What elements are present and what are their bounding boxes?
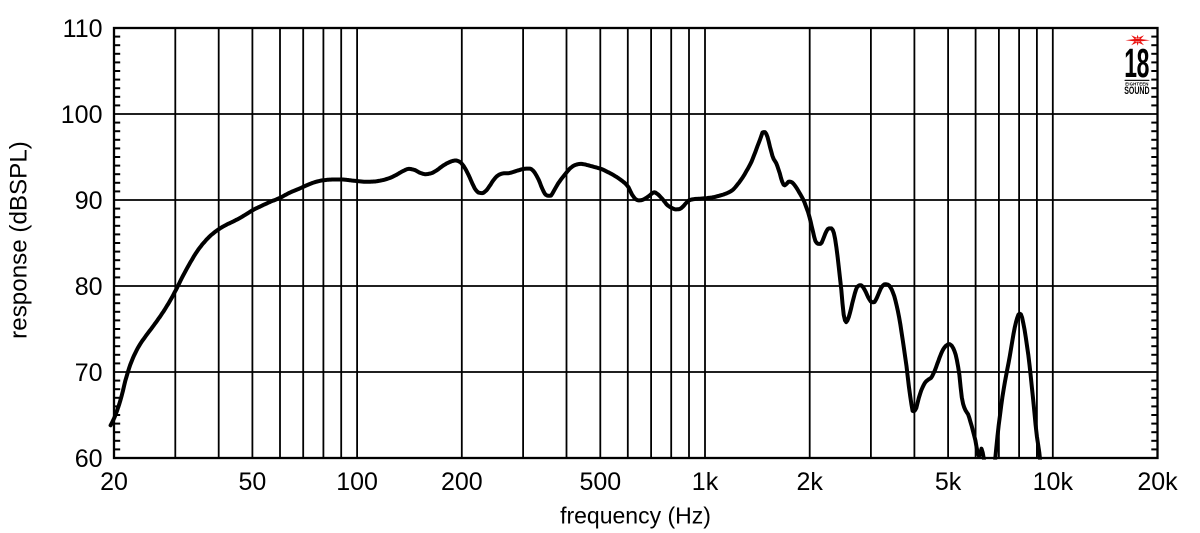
- svg-text:response (dBSPL): response (dBSPL): [6, 141, 33, 339]
- svg-text:500: 500: [579, 468, 621, 496]
- svg-text:20: 20: [100, 468, 128, 496]
- svg-text:90: 90: [75, 187, 103, 215]
- svg-text:50: 50: [238, 468, 266, 496]
- svg-text:18: 18: [1124, 41, 1149, 87]
- svg-text:100: 100: [336, 468, 378, 496]
- svg-text:5k: 5k: [935, 468, 962, 496]
- svg-text:60: 60: [75, 445, 103, 473]
- svg-text:20k: 20k: [1137, 468, 1178, 496]
- svg-text:100: 100: [61, 101, 103, 129]
- svg-text:10k: 10k: [1033, 468, 1074, 496]
- svg-text:SOUND: SOUND: [1124, 85, 1150, 97]
- svg-text:2k: 2k: [796, 468, 823, 496]
- svg-text:frequency (Hz): frequency (Hz): [560, 503, 711, 529]
- svg-text:110: 110: [63, 15, 103, 43]
- svg-text:200: 200: [441, 468, 483, 496]
- svg-text:EIGHTEEN: EIGHTEEN: [1125, 81, 1148, 86]
- svg-text:1k: 1k: [692, 468, 719, 496]
- svg-text:80: 80: [75, 273, 103, 301]
- svg-text:70: 70: [75, 359, 103, 387]
